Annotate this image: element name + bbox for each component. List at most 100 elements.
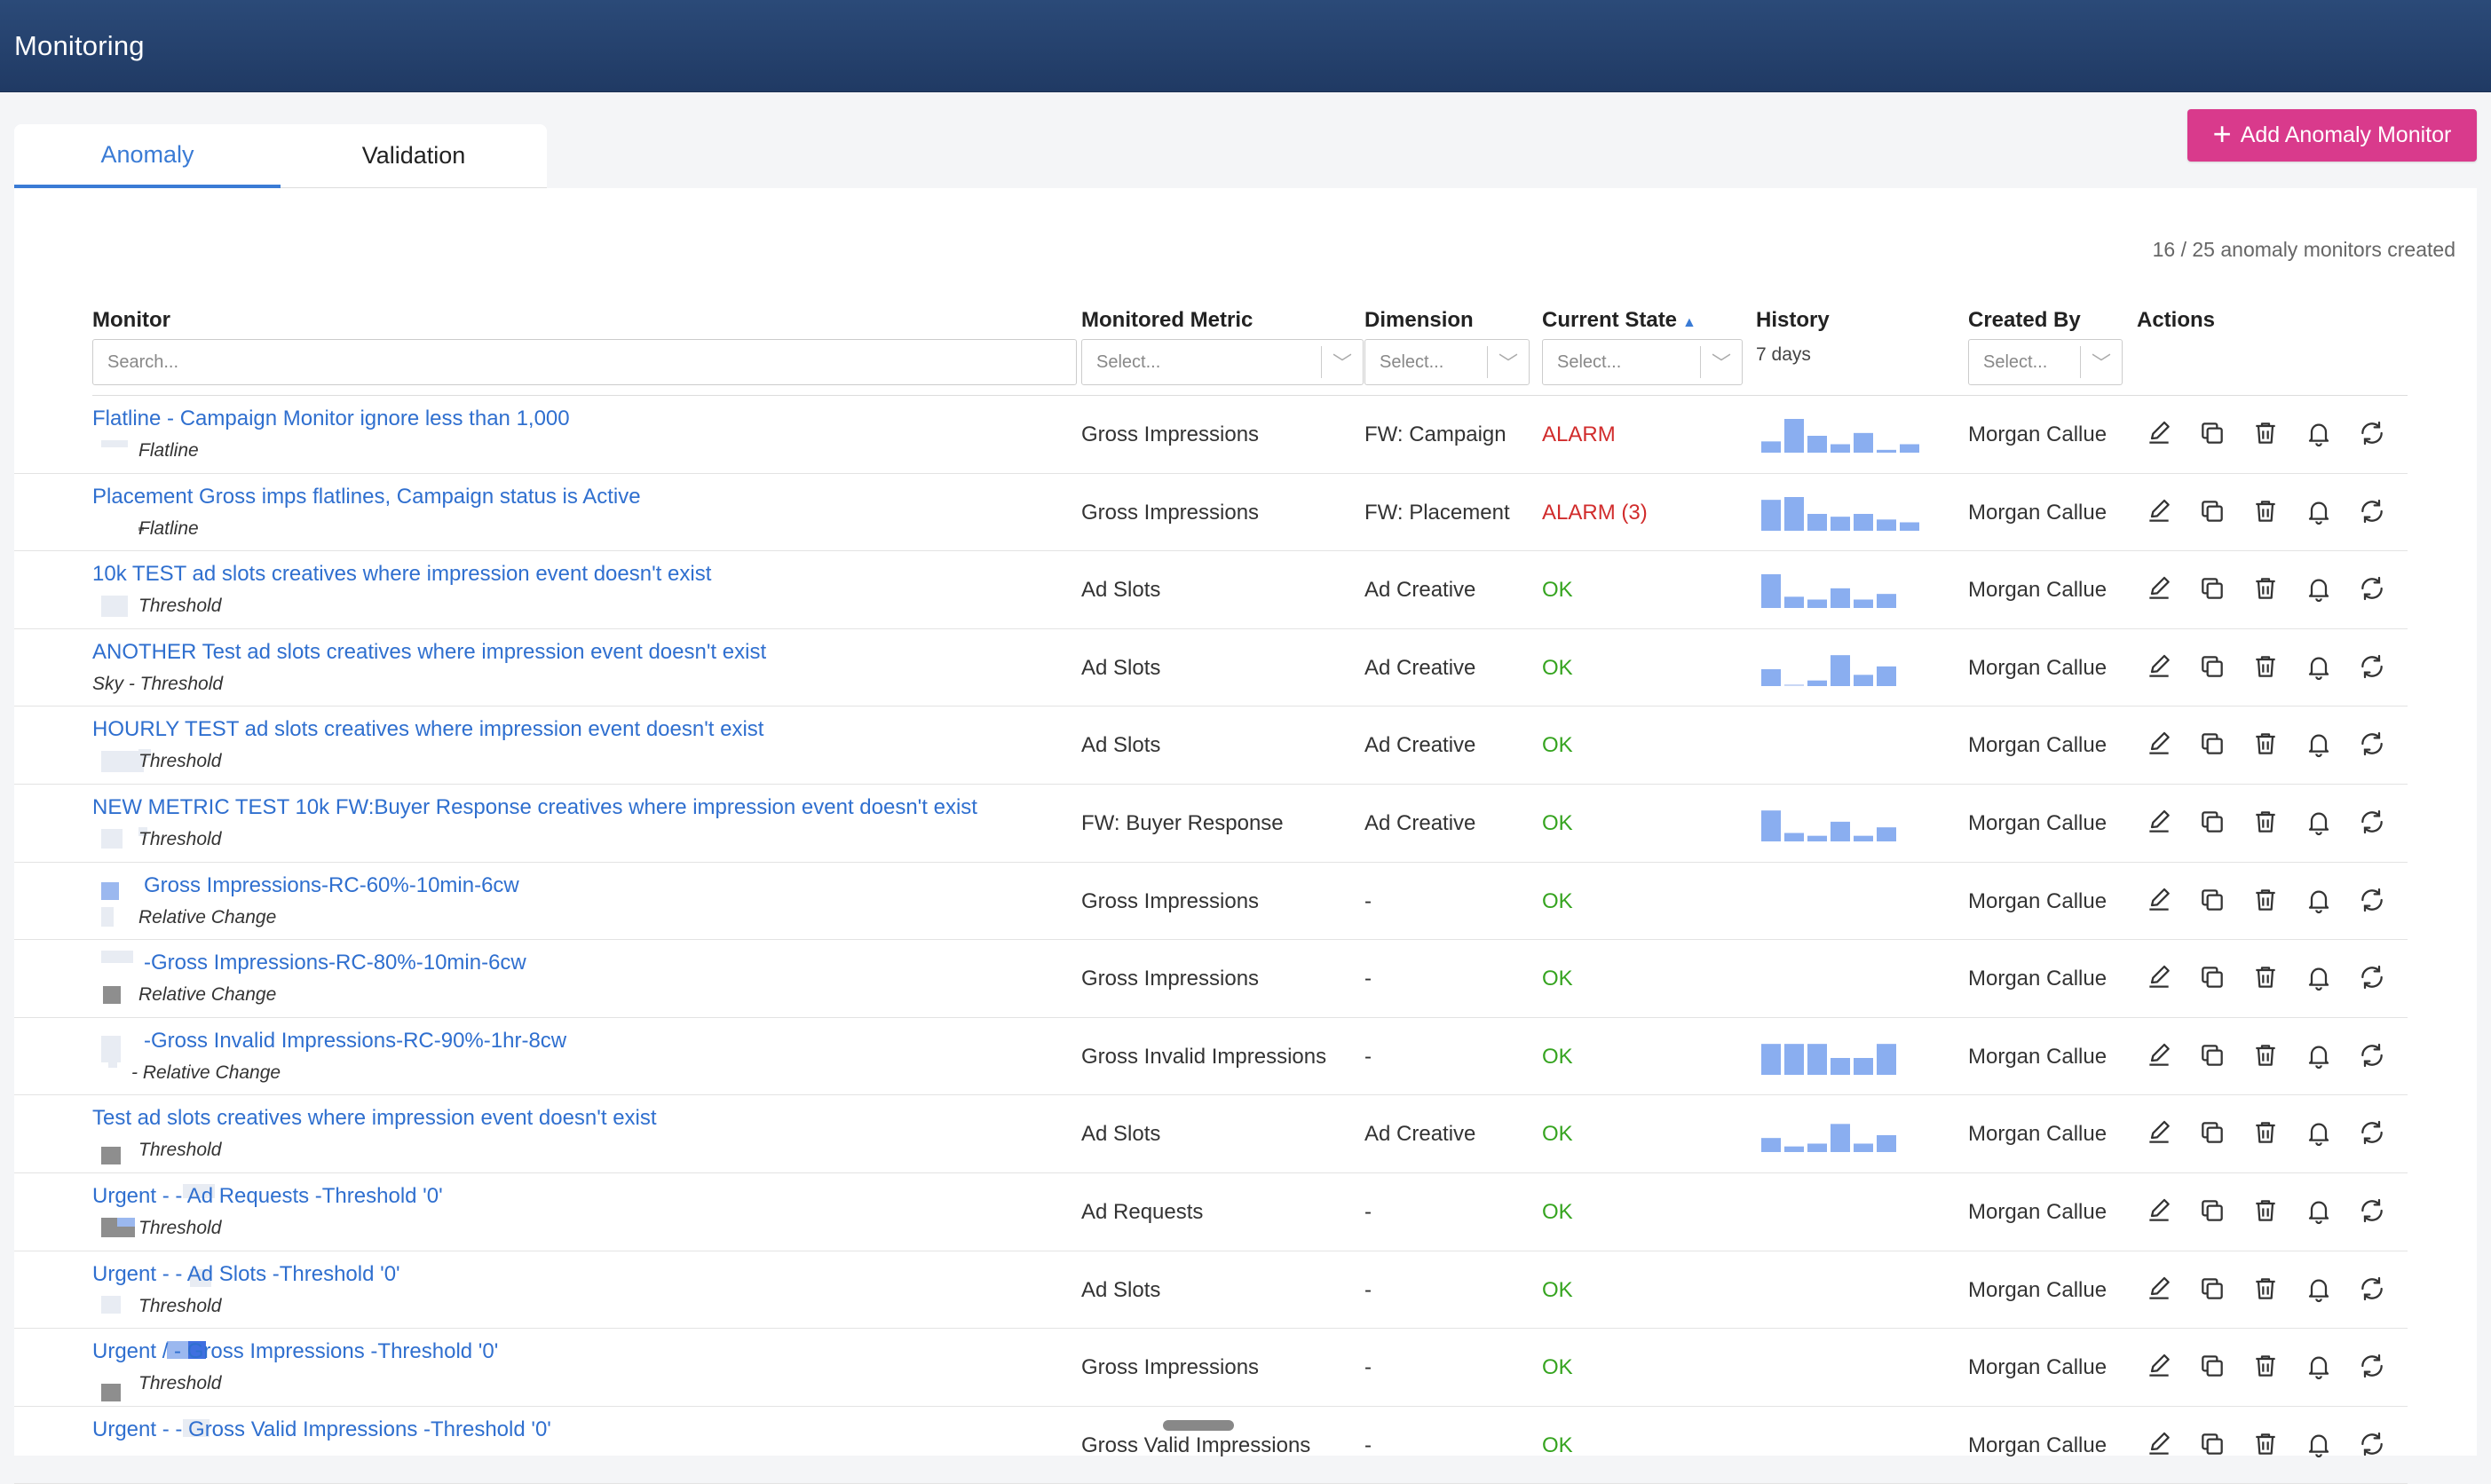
monitor-name-link[interactable]: Test ad slots creatives where impression… — [92, 1106, 657, 1131]
trash-icon[interactable] — [2251, 808, 2280, 836]
copy-icon[interactable] — [2198, 574, 2226, 603]
refresh-icon[interactable] — [2358, 808, 2386, 836]
redaction-block — [117, 1217, 135, 1227]
monitor-name-link[interactable]: -Gross Invalid Impressions-RC-90%-1hr-8c… — [144, 1028, 567, 1053]
trash-icon[interactable] — [2251, 652, 2280, 681]
table-row: NEW METRIC TEST 10k FW:Buyer Response cr… — [14, 785, 2408, 863]
tab-anomaly[interactable]: Anomaly — [14, 124, 281, 188]
horizontal-scrollbar-thumb[interactable] — [1163, 1420, 1234, 1431]
trash-icon[interactable] — [2251, 1196, 2280, 1225]
edit-icon[interactable] — [2145, 963, 2173, 991]
bell-icon[interactable] — [2305, 652, 2333, 681]
monitor-name-link[interactable]: HOURLY TEST ad slots creatives where imp… — [92, 717, 764, 742]
history-bar — [1807, 1043, 1827, 1075]
refresh-icon[interactable] — [2358, 886, 2386, 914]
edit-icon[interactable] — [2145, 1041, 2173, 1070]
tab-validation[interactable]: Validation — [281, 124, 547, 188]
bell-icon[interactable] — [2305, 1275, 2333, 1303]
copy-icon[interactable] — [2198, 1430, 2226, 1458]
created-by-filter-select[interactable]: Select... ﹀ — [1968, 339, 2123, 385]
bell-icon[interactable] — [2305, 497, 2333, 525]
monitor-type: - Relative Change — [131, 1062, 281, 1083]
trash-icon[interactable] — [2251, 1275, 2280, 1303]
monitor-name-link[interactable]: NEW METRIC TEST 10k FW:Buyer Response cr… — [92, 794, 977, 819]
trash-icon[interactable] — [2251, 886, 2280, 914]
edit-icon[interactable] — [2145, 730, 2173, 758]
trash-icon[interactable] — [2251, 1041, 2280, 1070]
refresh-icon[interactable] — [2358, 730, 2386, 758]
trash-icon[interactable] — [2251, 574, 2280, 603]
monitor-name-link[interactable]: ANOTHER Test ad slots creatives where im… — [92, 639, 767, 664]
copy-icon[interactable] — [2198, 1275, 2226, 1303]
trash-icon[interactable] — [2251, 1430, 2280, 1458]
copy-icon[interactable] — [2198, 963, 2226, 991]
bell-icon[interactable] — [2305, 1430, 2333, 1458]
edit-icon[interactable] — [2145, 497, 2173, 525]
dimension-value: FW: Campaign — [1364, 422, 1506, 446]
bell-icon[interactable] — [2305, 730, 2333, 758]
copy-icon[interactable] — [2198, 652, 2226, 681]
trash-icon[interactable] — [2251, 730, 2280, 758]
refresh-icon[interactable] — [2358, 1352, 2386, 1380]
edit-icon[interactable] — [2145, 419, 2173, 447]
copy-icon[interactable] — [2198, 1196, 2226, 1225]
edit-icon[interactable] — [2145, 808, 2173, 836]
monitor-name-link[interactable]: Urgent - - Gross Valid Impressions -Thre… — [92, 1417, 551, 1441]
refresh-icon[interactable] — [2358, 1430, 2386, 1458]
refresh-icon[interactable] — [2358, 1196, 2386, 1225]
copy-icon[interactable] — [2198, 1118, 2226, 1147]
copy-icon[interactable] — [2198, 886, 2226, 914]
edit-icon[interactable] — [2145, 1275, 2173, 1303]
trash-icon[interactable] — [2251, 497, 2280, 525]
refresh-icon[interactable] — [2358, 497, 2386, 525]
copy-icon[interactable] — [2198, 1041, 2226, 1070]
monitor-name-link[interactable]: Gross Impressions-RC-60%-10min-6cw — [144, 872, 519, 897]
edit-icon[interactable] — [2145, 652, 2173, 681]
edit-icon[interactable] — [2145, 1430, 2173, 1458]
column-header-state[interactable]: Current State ▲ — [1542, 308, 1696, 333]
monitor-name-link[interactable]: Flatline - Campaign Monitor ignore less … — [92, 407, 570, 430]
bell-icon[interactable] — [2305, 419, 2333, 447]
edit-icon[interactable] — [2145, 886, 2173, 914]
trash-icon[interactable] — [2251, 963, 2280, 991]
refresh-icon[interactable] — [2358, 1041, 2386, 1070]
bell-icon[interactable] — [2305, 886, 2333, 914]
refresh-icon[interactable] — [2358, 652, 2386, 681]
metric-filter-select[interactable]: Select... ﹀ — [1081, 339, 1364, 385]
state-filter-select[interactable]: Select... ﹀ — [1542, 339, 1743, 385]
edit-icon[interactable] — [2145, 1196, 2173, 1225]
refresh-icon[interactable] — [2358, 963, 2386, 991]
monitor-name-link[interactable]: 10k TEST ad slots creatives where impres… — [92, 562, 712, 587]
refresh-icon[interactable] — [2358, 574, 2386, 603]
copy-icon[interactable] — [2198, 730, 2226, 758]
refresh-icon[interactable] — [2358, 419, 2386, 447]
monitor-name-link[interactable]: -Gross Impressions-RC-80%-10min-6cw — [144, 951, 526, 975]
history-bar — [1877, 1135, 1896, 1153]
monitor-name-link[interactable]: Urgent - - Ad Requests -Threshold '0' — [92, 1183, 443, 1208]
bell-icon[interactable] — [2305, 963, 2333, 991]
bell-icon[interactable] — [2305, 1352, 2333, 1380]
monitor-search-input[interactable] — [92, 339, 1077, 385]
trash-icon[interactable] — [2251, 1352, 2280, 1380]
bell-icon[interactable] — [2305, 1118, 2333, 1147]
refresh-icon[interactable] — [2358, 1275, 2386, 1303]
edit-icon[interactable] — [2145, 574, 2173, 603]
copy-icon[interactable] — [2198, 1352, 2226, 1380]
bell-icon[interactable] — [2305, 1196, 2333, 1225]
copy-icon[interactable] — [2198, 497, 2226, 525]
copy-icon[interactable] — [2198, 419, 2226, 447]
trash-icon[interactable] — [2251, 419, 2280, 447]
bell-icon[interactable] — [2305, 1041, 2333, 1070]
bell-icon[interactable] — [2305, 808, 2333, 836]
refresh-icon[interactable] — [2358, 1118, 2386, 1147]
trash-icon[interactable] — [2251, 1118, 2280, 1147]
bell-icon[interactable] — [2305, 574, 2333, 603]
edit-icon[interactable] — [2145, 1118, 2173, 1147]
monitor-name-link[interactable]: Placement Gross imps flatlines, Campaign… — [92, 484, 641, 509]
monitor-name-link[interactable]: Urgent - - Ad Slots -Threshold '0' — [92, 1261, 400, 1286]
monitor-name-link[interactable]: Urgent / - Gross Impressions -Threshold … — [92, 1339, 499, 1364]
dimension-filter-select[interactable]: Select... ﹀ — [1364, 339, 1530, 385]
add-anomaly-monitor-button[interactable]: + Add Anomaly Monitor — [2187, 109, 2477, 162]
copy-icon[interactable] — [2198, 808, 2226, 836]
edit-icon[interactable] — [2145, 1352, 2173, 1380]
